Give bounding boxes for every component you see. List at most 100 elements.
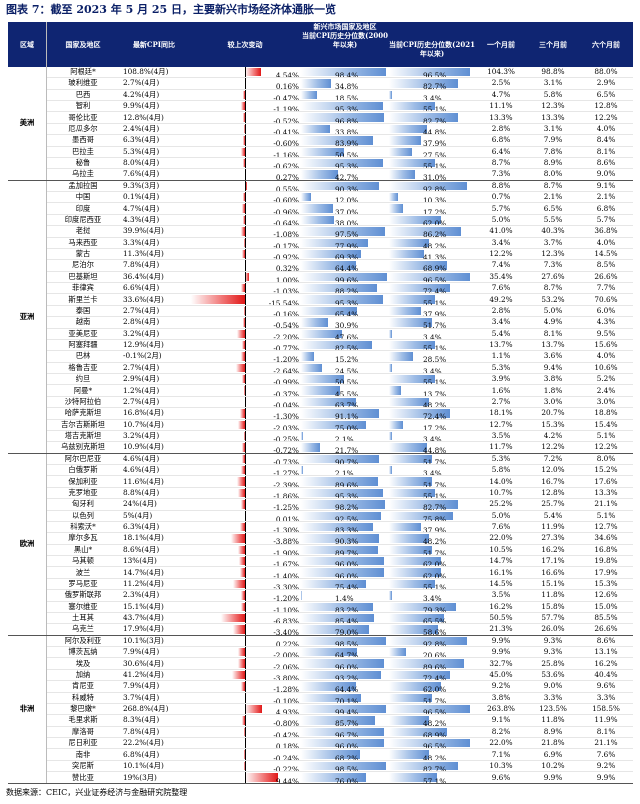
pct2021-cell: 72.4% xyxy=(389,669,475,682)
change-cell: -1.90% xyxy=(189,544,301,557)
pct2000-bar xyxy=(301,170,338,179)
m3-cell: 15.1% xyxy=(527,578,579,591)
m1-cell: 45.0% xyxy=(475,669,527,682)
pct2000-cell: 89.6% xyxy=(301,475,389,488)
zero-axis xyxy=(245,408,246,418)
pct2021-cell: 10.3% xyxy=(389,191,475,204)
pct2000-cell: 50.5% xyxy=(301,373,389,386)
change-label: -2.20% xyxy=(273,332,299,340)
change-label: -0.62% xyxy=(273,162,299,169)
table-row: 塞尔维亚 15.1%(4月) -1.10% 83.2% 79.3% 16.2% 15.8% 1… xyxy=(8,601,633,613)
change-cell: -0.37% xyxy=(189,384,301,397)
m6-cell: 15.3% xyxy=(579,578,633,591)
pct2000-cell: 21.7% xyxy=(301,441,389,454)
pct2021-label: 89.6% xyxy=(423,662,447,670)
change-cell: -0.52% xyxy=(189,111,301,124)
m6-cell: 21.1% xyxy=(579,498,633,511)
cpi-cell: 3.2%(4月) xyxy=(119,430,189,443)
zero-axis xyxy=(245,476,246,487)
region-label: 美洲 xyxy=(8,67,47,181)
pct2000-label: 70.1% xyxy=(335,696,359,704)
country-cell: 吉尔吉斯斯坦 xyxy=(46,419,119,431)
pct2021-bar xyxy=(389,522,421,532)
change-cell: -0.99% xyxy=(189,373,301,386)
pct2021-bar xyxy=(389,511,453,520)
pct2021-bar xyxy=(389,704,471,714)
pct2021-bar xyxy=(389,363,392,372)
pct2021-bar xyxy=(389,386,401,395)
change-label: -0.25% xyxy=(273,435,299,442)
change-label: -3.80% xyxy=(273,673,299,681)
country-cell: 秘鲁 xyxy=(46,157,119,170)
pct2021-cell: 55.1% xyxy=(389,487,475,500)
change-cell: 0.27% xyxy=(189,168,301,181)
pct2021-label: 55.1% xyxy=(423,105,447,112)
pct2021-label: 55.1% xyxy=(423,491,447,499)
table-row: 巴西 4.2%(4月) -0.47% 18.5% 3.4% 4.7% 5.8% 6.5% xyxy=(8,89,633,102)
pct2021-label: 55.1% xyxy=(423,582,447,590)
change-cell: -0.80% xyxy=(189,714,301,727)
region-label: 欧洲 xyxy=(8,453,47,636)
pct2021-bar xyxy=(389,318,433,327)
pct2021-bar xyxy=(389,716,430,725)
m6-cell: 3.3% xyxy=(579,692,633,704)
cpi-cell: 10.9%(4月) xyxy=(119,441,189,454)
change-cell: -1.08% xyxy=(189,225,301,238)
table-row: 斯里兰卡 33.6%(4月) -15.54% 95.3% 55.1% 49.2% 53.2%… xyxy=(8,293,633,306)
pct2000-cell: 98.4% xyxy=(301,67,389,79)
m1-cell: 5.8% xyxy=(475,464,527,477)
change-label: -1.28% xyxy=(273,685,299,692)
country-cell: 科索沃* xyxy=(46,521,119,534)
change-label: -0.80% xyxy=(273,719,299,727)
country-cell: 克罗地亚 xyxy=(46,487,119,500)
pct2000-cell: 90.7% xyxy=(301,453,389,466)
pct2000-label: 96.7% xyxy=(335,730,359,738)
pct2021-label: 82.7% xyxy=(423,82,447,90)
change-bar xyxy=(242,193,245,202)
zero-axis xyxy=(245,556,246,566)
table-row: 秘鲁 8.0%(4月) -0.62% 95.3% 55.1% 8.7% 8.9% 8.6% xyxy=(8,157,633,170)
country-cell: 毛里求斯 xyxy=(46,714,119,727)
pct2021-label: 79.3% xyxy=(423,605,447,613)
pct2000-cell: 96.0% xyxy=(301,737,389,750)
m6-cell: 4.0% xyxy=(579,350,633,363)
table-row: 巴拉圭 5.3%(4月) -1.16% 50.5% 27.5% 6.4% 7.8% 8.1% xyxy=(8,146,633,158)
pct2000-cell: 30.9% xyxy=(301,316,389,329)
pct2000-bar xyxy=(301,443,320,452)
country-cell: 玻利维亚 xyxy=(46,77,119,90)
zero-axis xyxy=(245,294,246,305)
zero-axis xyxy=(245,260,246,271)
pct2021-cell: 89.6% xyxy=(389,657,475,670)
pct2021-cell: 17.2% xyxy=(389,419,475,431)
pct2000-label: 93.2% xyxy=(335,673,359,681)
m6-cell: 70.6% xyxy=(579,293,633,306)
table-row: 吉尔吉斯斯坦 10.7%(4月) -2.03% 75.0% 17.2% 12.7% 15.3… xyxy=(8,419,633,431)
pct2021-cell: 3.4% xyxy=(389,464,475,477)
m1-cell: 8.7% xyxy=(475,157,527,170)
m1-cell: 5.4% xyxy=(475,328,527,340)
m3-cell: 9.3% xyxy=(527,646,579,659)
m3-cell: 7.3% xyxy=(527,259,579,272)
pct2021-bar xyxy=(389,568,442,577)
pct2000-cell: 96.0% xyxy=(301,555,389,568)
m3-cell: 15.8% xyxy=(527,601,579,613)
cpi-cell: 5.3%(4月) xyxy=(119,146,189,158)
m6-cell: 10.6% xyxy=(579,362,633,375)
cpi-cell: 6.8%(4月) xyxy=(119,748,189,761)
m1-cell: 8.8% xyxy=(475,180,527,193)
pct2021-bar xyxy=(389,340,436,350)
m1-cell: 14.5% xyxy=(475,578,527,591)
change-label: -1.10% xyxy=(273,605,299,613)
pct2021-bar xyxy=(389,454,433,463)
change-label: -1.03% xyxy=(273,287,299,294)
m6-cell: 8.1% xyxy=(579,146,633,158)
m1-cell: 10.7% xyxy=(475,487,527,500)
zero-axis xyxy=(245,214,246,225)
pct2000-cell: 64.4% xyxy=(301,259,389,272)
zero-axis xyxy=(245,305,246,316)
zero-axis xyxy=(245,601,246,612)
m3-cell: 6.5% xyxy=(527,202,579,215)
pct2021-cell: 17.2% xyxy=(389,202,475,215)
table-row: 匈牙利 24%(4月) -1.25% 98.2% 82.7% 25.2% 25.7% 21.1… xyxy=(8,498,633,511)
country-cell: 阿尔及利亚 xyxy=(46,635,119,648)
